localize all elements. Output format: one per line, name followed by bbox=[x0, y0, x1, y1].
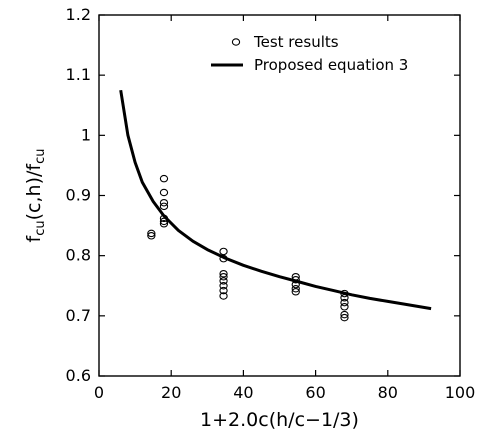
data-point bbox=[340, 303, 349, 311]
x-axis-title: 1+2.0c(h/c−1/3) bbox=[200, 409, 359, 431]
x-tick-label: 60 bbox=[305, 383, 325, 402]
y-tick-label: 0.6 bbox=[66, 366, 91, 385]
data-point bbox=[219, 281, 228, 290]
data-point bbox=[219, 269, 228, 278]
data-point bbox=[291, 288, 300, 296]
data-point bbox=[219, 247, 228, 256]
data-point bbox=[219, 286, 228, 295]
data-point bbox=[147, 232, 156, 240]
data-point bbox=[159, 188, 169, 197]
legend-label-proposed-equation: Proposed equation 3 bbox=[254, 56, 408, 74]
y-tick-label: 0.7 bbox=[66, 306, 91, 325]
x-tick-label: 0 bbox=[94, 383, 104, 402]
x-tick-label: 100 bbox=[445, 383, 476, 402]
series-line-proposed-equation bbox=[119, 89, 432, 311]
data-point bbox=[219, 292, 228, 300]
x-tick-label: 80 bbox=[378, 383, 398, 402]
legend-marker-test-results bbox=[231, 38, 241, 46]
data-point bbox=[159, 198, 169, 207]
legend: Test results Proposed equation 3 bbox=[211, 33, 408, 74]
data-point bbox=[159, 174, 169, 183]
data-point bbox=[147, 229, 156, 238]
data-point bbox=[291, 285, 300, 293]
x-tick-label: 20 bbox=[161, 383, 181, 402]
data-point bbox=[159, 220, 169, 228]
data-point bbox=[340, 298, 349, 307]
data-point bbox=[340, 310, 349, 319]
plot-area bbox=[119, 89, 432, 322]
y-tick-label: 0.9 bbox=[66, 186, 91, 205]
axes: 0 20 40 60 80 100 0.6 0.7 0.8 0.9 1 1.1 1.2 1+2.0c(h/… bbox=[23, 5, 475, 431]
y-tick-label: 0.8 bbox=[66, 246, 91, 265]
y-tick-label: 1.2 bbox=[66, 5, 91, 24]
legend-label-test-results: Test results bbox=[253, 33, 339, 51]
y-axis-title: fcu(c,h)/fcu bbox=[23, 149, 48, 243]
data-point bbox=[340, 313, 349, 322]
y-tick-label: 1 bbox=[81, 125, 91, 144]
data-point bbox=[219, 272, 228, 281]
data-point bbox=[219, 277, 228, 285]
data-point bbox=[159, 202, 169, 211]
x-tick-label: 40 bbox=[233, 383, 253, 402]
y-tick-label: 1.1 bbox=[66, 65, 91, 84]
